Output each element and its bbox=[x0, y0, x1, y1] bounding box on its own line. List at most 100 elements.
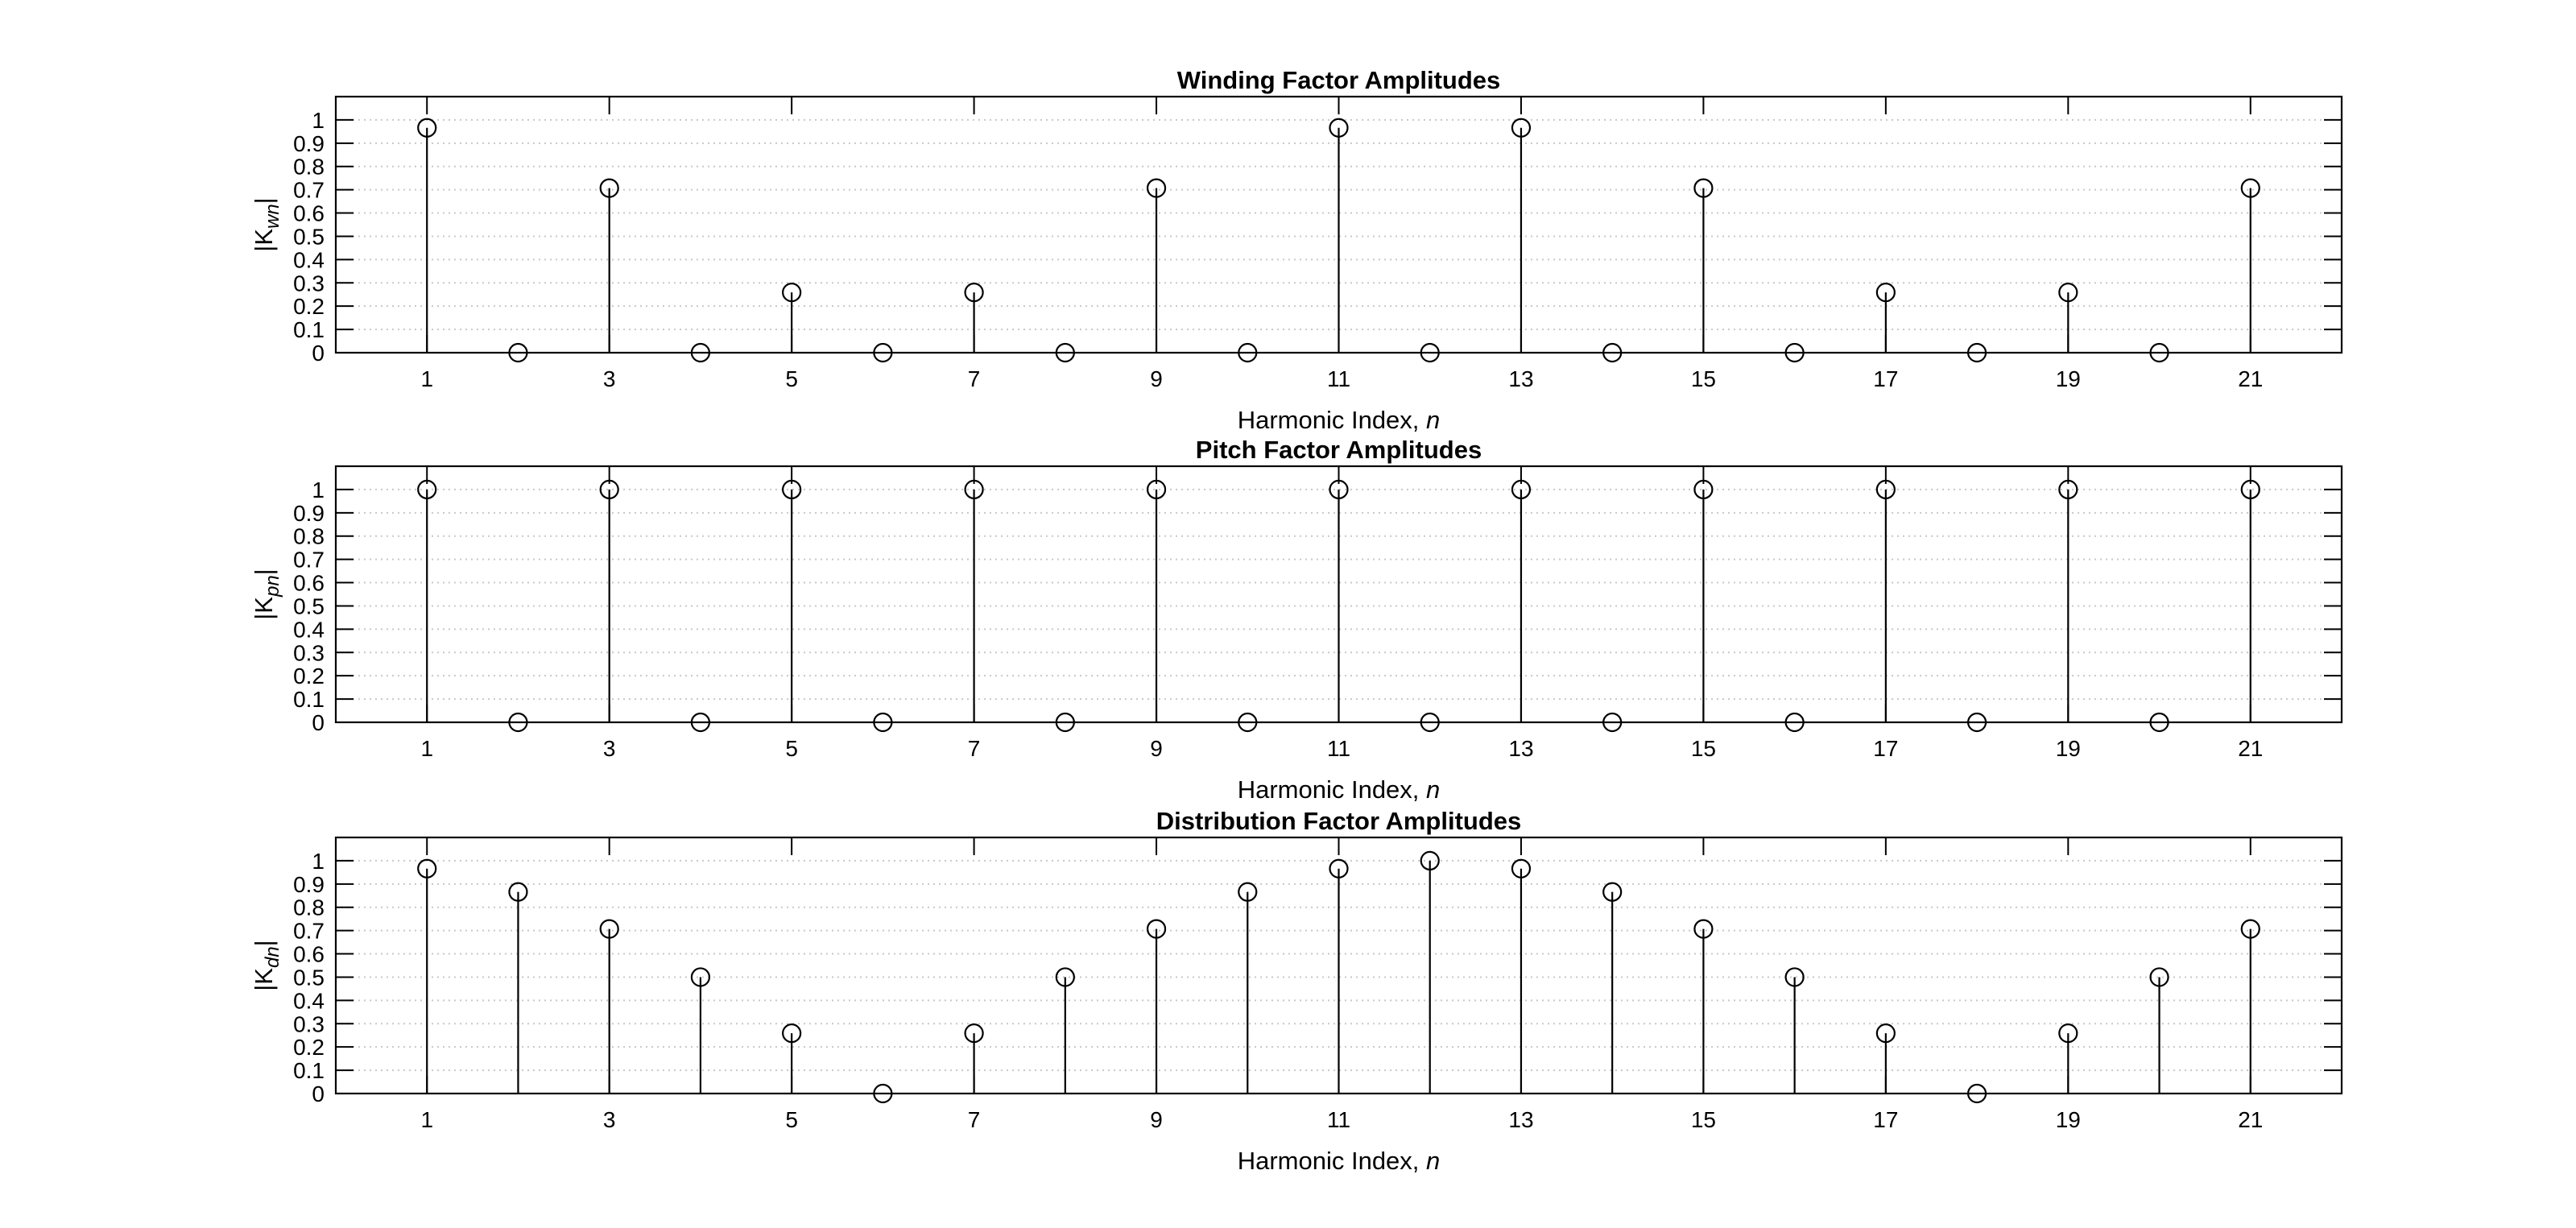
x-tick-label: 19 bbox=[2056, 736, 2081, 761]
stem-marker bbox=[2058, 479, 2078, 500]
x-tick-label: 13 bbox=[1508, 736, 1533, 761]
y-tick-label: 0.3 bbox=[293, 1011, 325, 1036]
y-axis-label-subscript: wn bbox=[262, 204, 283, 229]
stem-marker bbox=[1146, 178, 1167, 198]
stem-marker bbox=[1329, 858, 1349, 879]
x-tick-label: 1 bbox=[420, 366, 433, 391]
y-tick-label: 0.7 bbox=[293, 548, 325, 573]
x-tick-label: 7 bbox=[968, 1107, 981, 1132]
y-tick-label: 0.9 bbox=[293, 501, 325, 526]
x-axis-label: Harmonic Index, n bbox=[1238, 406, 1441, 434]
x-tick-label: 9 bbox=[1150, 366, 1163, 391]
x-tick-label: 15 bbox=[1691, 366, 1716, 391]
y-tick-label: 0.8 bbox=[293, 895, 325, 920]
x-tick-label: 17 bbox=[1873, 366, 1898, 391]
y-tick-label: 0.1 bbox=[293, 1058, 325, 1083]
y-tick-label: 0.2 bbox=[293, 664, 325, 688]
y-tick-label: 0.9 bbox=[293, 872, 325, 897]
x-axis-label-text: Harmonic Index, bbox=[1238, 1147, 1426, 1175]
x-tick-label: 19 bbox=[2056, 1107, 2081, 1132]
x-tick-label: 7 bbox=[968, 366, 981, 391]
x-tick-label: 5 bbox=[785, 736, 798, 761]
x-axis-label-variable: n bbox=[1426, 1147, 1440, 1175]
subplot-1: 00.10.20.30.40.50.60.70.80.911 3 5 7 9 11 13 15… bbox=[250, 66, 2343, 434]
y-axis-label-suffix: | bbox=[250, 197, 278, 204]
stem-marker bbox=[782, 283, 802, 303]
stem-marker bbox=[1602, 882, 1623, 902]
stem-marker bbox=[2240, 178, 2260, 198]
axes-box bbox=[334, 95, 2343, 354]
y-tick-label: 0.4 bbox=[293, 247, 325, 272]
x-axis-label: Harmonic Index, n bbox=[1238, 775, 1441, 804]
x-tick-label: 15 bbox=[1691, 1107, 1716, 1132]
stem-marker bbox=[1055, 967, 1075, 987]
y-tick-label: 0.5 bbox=[293, 965, 325, 990]
y-axis-label-prefix: |K bbox=[250, 597, 278, 620]
y-tick-label: 0.7 bbox=[293, 178, 325, 203]
stem-marker bbox=[417, 118, 437, 138]
subplot-title: Distribution Factor Amplitudes bbox=[1156, 807, 1522, 835]
stem-marker bbox=[1329, 479, 1349, 500]
subplot-2: 00.10.20.30.40.50.60.70.80.911 3 5 7 9 11 13 15… bbox=[250, 436, 2343, 804]
stem-marker bbox=[782, 479, 802, 500]
subplot-3: 00.10.20.30.40.50.60.70.80.911 3 5 7 9 11 13 15… bbox=[250, 807, 2343, 1175]
x-tick-label: 9 bbox=[1150, 1107, 1163, 1132]
y-tick-label: 1 bbox=[312, 849, 325, 874]
x-tick-label: 21 bbox=[2238, 736, 2263, 761]
stem-marker bbox=[417, 858, 437, 879]
y-tick-label: 0.4 bbox=[293, 617, 325, 642]
stem-marker bbox=[1146, 919, 1167, 939]
stem-marker bbox=[599, 919, 619, 939]
y-axis-label-prefix: |K bbox=[250, 968, 278, 991]
stem-marker bbox=[1511, 118, 1532, 138]
x-tick-label: 11 bbox=[1327, 736, 1350, 761]
stem-marker bbox=[1693, 919, 1714, 939]
stem-marker bbox=[964, 479, 984, 500]
y-tick-label: 0.3 bbox=[293, 271, 325, 296]
x-axis-label-variable: n bbox=[1426, 775, 1440, 804]
stem-marker bbox=[1329, 118, 1349, 138]
y-tick-label: 0.4 bbox=[293, 988, 325, 1013]
x-tick-label: 13 bbox=[1508, 1107, 1533, 1132]
y-axis-label-suffix: | bbox=[250, 569, 278, 575]
y-tick-label: 0.8 bbox=[293, 524, 325, 549]
stem-marker bbox=[1693, 178, 1714, 198]
stem-marker bbox=[2240, 479, 2260, 500]
x-axis-label-text: Harmonic Index, bbox=[1238, 775, 1426, 804]
y-tick-label: 0.8 bbox=[293, 155, 325, 180]
stem-marker bbox=[964, 1023, 984, 1044]
stem-marker bbox=[1784, 967, 1805, 987]
y-axis-label-subscript: pn bbox=[262, 575, 283, 597]
stem-marker bbox=[599, 479, 619, 500]
y-axis-label-prefix: |K bbox=[250, 229, 278, 252]
x-tick-label: 3 bbox=[603, 1107, 616, 1132]
x-tick-label: 17 bbox=[1873, 736, 1898, 761]
stem-marker bbox=[599, 178, 619, 198]
y-axis-label: |Kpn| bbox=[250, 569, 283, 620]
axes-box bbox=[334, 836, 2343, 1095]
x-tick-label: 3 bbox=[603, 366, 616, 391]
stem-marker bbox=[1511, 858, 1532, 879]
y-tick-label: 0.6 bbox=[293, 571, 325, 596]
y-tick-label: 0.1 bbox=[293, 317, 325, 342]
y-tick-label: 1 bbox=[312, 108, 325, 133]
y-tick-label: 0.2 bbox=[293, 1035, 325, 1060]
stem-marker bbox=[2240, 919, 2260, 939]
y-tick-label: 0.5 bbox=[293, 224, 325, 249]
y-tick-label: 0.7 bbox=[293, 919, 325, 944]
x-axis-label-text: Harmonic Index, bbox=[1238, 406, 1426, 434]
stem-marker bbox=[690, 967, 711, 987]
stem-marker bbox=[1875, 283, 1896, 303]
y-tick-label: 0.6 bbox=[293, 201, 325, 226]
stem-marker bbox=[1238, 882, 1258, 902]
x-axis-label-variable: n bbox=[1426, 406, 1440, 434]
x-tick-label: 15 bbox=[1691, 736, 1716, 761]
y-axis-label-subscript: dn bbox=[262, 946, 283, 968]
y-tick-label: 0 bbox=[312, 1081, 325, 1106]
x-tick-label: 1 bbox=[420, 736, 433, 761]
stem-marker bbox=[1511, 479, 1532, 500]
x-tick-label: 1 bbox=[420, 1107, 433, 1132]
x-tick-label: 5 bbox=[785, 366, 798, 391]
y-tick-label: 0.3 bbox=[293, 640, 325, 665]
